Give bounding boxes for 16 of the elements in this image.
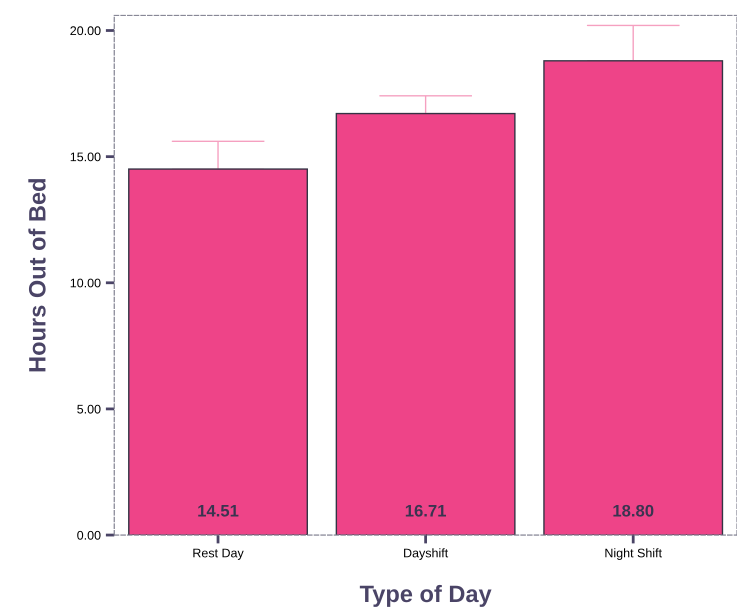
bar <box>543 60 724 536</box>
y-tick-label: 5.00 <box>77 404 101 414</box>
bar <box>128 168 308 536</box>
y-tick-label: 10.00 <box>70 278 101 288</box>
x-tick-label: Night Shift <box>605 548 662 560</box>
y-tick-label: 20.00 <box>70 26 101 36</box>
data-label: 16.71 <box>406 504 446 517</box>
data-label: 18.80 <box>613 504 654 517</box>
data-label: 14.51 <box>198 504 238 517</box>
x-tick-label: Dayshift <box>404 548 448 560</box>
x-tick-label: Rest Day <box>193 548 244 560</box>
y-axis-title: Hours Out of Bed <box>28 179 46 372</box>
y-tick-label: 15.00 <box>70 152 101 162</box>
x-axis-title: Type of Day <box>360 584 492 607</box>
y-tick-label: 0.00 <box>77 530 101 540</box>
bar <box>336 112 516 536</box>
